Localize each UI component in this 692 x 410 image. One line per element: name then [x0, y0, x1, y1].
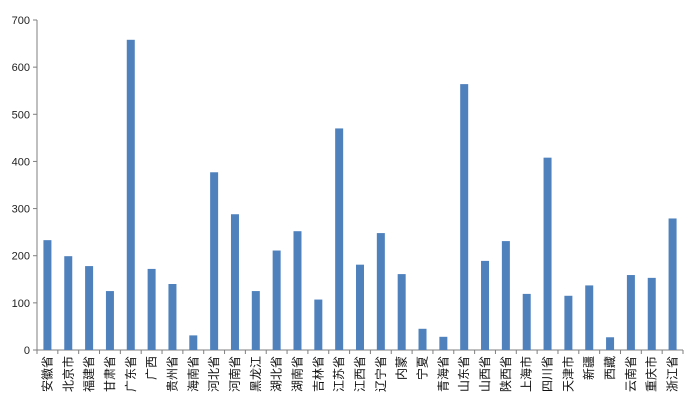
y-tick-label: 100 — [12, 298, 30, 310]
bar-26 — [585, 285, 594, 350]
x-category-label: 青海省 — [435, 356, 450, 392]
x-category-label: 新疆 — [581, 356, 596, 380]
x-category-label: 北京市 — [60, 356, 75, 392]
bar-15 — [356, 264, 364, 350]
x-category-label: 河南省 — [227, 356, 242, 392]
x-category-label: 河北省 — [207, 356, 221, 392]
bar-30 — [668, 218, 677, 350]
y-tick-label: 300 — [12, 204, 30, 216]
bar-14 — [335, 128, 344, 350]
bars-group — [43, 39, 677, 351]
x-category-label: 吉林省 — [311, 356, 325, 392]
bar-3 — [105, 291, 114, 350]
y-tick-label: 500 — [12, 109, 30, 121]
x-category-label: 江苏省 — [332, 356, 346, 392]
x-axis — [36, 349, 684, 354]
bar-20 — [460, 84, 469, 350]
bar-27 — [606, 337, 615, 350]
bar-7 — [189, 335, 198, 350]
bar-28 — [626, 275, 635, 350]
x-category-label: 黑龙江 — [249, 356, 263, 392]
y-tick-label: 200 — [12, 251, 30, 263]
x-category-label: 四川省 — [541, 356, 555, 392]
bar-24 — [543, 157, 552, 350]
y-tick-label: 700 — [12, 15, 30, 27]
bar-10 — [251, 291, 260, 350]
x-category-label: 江西省 — [353, 356, 367, 392]
x-category-label: 湖南省 — [289, 356, 304, 392]
bar-16 — [376, 233, 385, 350]
x-category-label: 山东省 — [457, 356, 471, 392]
x-category-label: 内蒙 — [395, 356, 409, 380]
bar-13 — [314, 299, 323, 350]
x-category-label: 海南省 — [185, 356, 200, 392]
y-axis: 0 100 200 300 400 500 600 700 — [12, 15, 38, 357]
bar-12 — [293, 231, 302, 350]
bar-1 — [64, 256, 73, 350]
y-tick-label: 0 — [24, 345, 30, 357]
bar-8 — [210, 172, 219, 350]
bar-22 — [501, 241, 510, 350]
bar-5 — [147, 268, 156, 350]
x-category-label: 贵州省 — [165, 356, 179, 392]
x-category-label: 西藏 — [603, 356, 617, 380]
bar-17 — [397, 274, 406, 350]
bar-0 — [43, 240, 52, 350]
x-category-label: 陕西省 — [498, 356, 513, 392]
bar-11 — [272, 250, 281, 350]
y-tick-label: 400 — [12, 156, 30, 168]
y-tick-label: 600 — [12, 62, 30, 74]
bar-6 — [168, 284, 177, 350]
x-category-label: 云南省 — [623, 356, 638, 392]
bar-19 — [439, 336, 448, 350]
x-category-label: 广西 — [145, 356, 159, 380]
x-category-label: 辽宁省 — [373, 356, 388, 392]
bar-25 — [564, 295, 573, 350]
bar-4 — [126, 39, 135, 351]
x-category-label: 上海市 — [519, 356, 534, 392]
bar-21 — [481, 260, 490, 350]
x-category-label: 山西省 — [478, 356, 492, 392]
bar-2 — [85, 266, 94, 350]
category-labels: 安徽省 北京市 福建省 甘肃省 广东省 广西 贵州省 海南省 河北省 河南省 黑龙江 湖北省 湖南省 吉林… — [39, 356, 679, 392]
x-category-label: 重庆市 — [644, 356, 659, 392]
bar-18 — [418, 328, 427, 350]
x-category-label: 安徽省 — [39, 356, 54, 392]
x-category-label: 甘肃省 — [103, 356, 117, 392]
x-category-label: 广东省 — [124, 356, 138, 392]
x-category-label: 浙江省 — [666, 356, 680, 392]
x-category-label: 天津市 — [560, 356, 575, 392]
bar-23 — [522, 293, 531, 350]
x-category-label: 宁夏 — [415, 356, 430, 380]
x-category-label: 福建省 — [81, 356, 96, 392]
bar-29 — [647, 277, 656, 350]
x-category-label: 湖北省 — [269, 356, 284, 392]
bar-9 — [230, 214, 239, 350]
